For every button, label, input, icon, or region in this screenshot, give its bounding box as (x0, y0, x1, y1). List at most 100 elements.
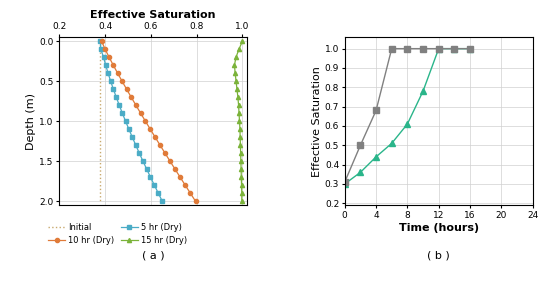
Initial (97, 159, 104, 163)
2 meter (342, 180, 348, 184)
Y-axis label: Depth (m): Depth (m) (26, 93, 37, 150)
Initial (97, 184, 104, 187)
Initial (97, 151, 104, 155)
15 hr (Dry) (238, 159, 244, 163)
15 hr (Dry) (238, 192, 245, 195)
5 hr (Dry) (126, 127, 132, 131)
5 hr (Dry) (108, 80, 114, 83)
Initial (97, 55, 104, 59)
5 hr (Dry) (110, 87, 117, 91)
2 meter (388, 47, 395, 50)
Initial (97, 95, 104, 99)
10 hr (Dry) (152, 135, 158, 139)
10 hr (Dry) (147, 127, 153, 131)
Initial (97, 80, 104, 83)
15 hr (Dry) (233, 80, 239, 83)
15 hr (Dry) (236, 47, 242, 51)
15 hr (Dry) (238, 200, 245, 203)
1 meter (467, 47, 473, 50)
5 hr (Dry) (155, 192, 161, 195)
2 meter (435, 47, 442, 50)
Text: ( a ): ( a ) (142, 251, 165, 261)
2 meter (404, 47, 410, 50)
Y-axis label: Effective Saturation: Effective Saturation (312, 66, 322, 177)
15 hr (Dry) (231, 63, 238, 67)
Initial (97, 39, 104, 43)
10 hr (Dry) (133, 103, 139, 107)
Initial (97, 111, 104, 115)
10 hr (Dry) (172, 168, 178, 171)
Initial (97, 192, 104, 195)
5 hr (Dry) (97, 39, 104, 43)
15 hr (Dry) (236, 111, 242, 115)
15 hr (Dry) (237, 143, 244, 147)
5 hr (Dry) (147, 176, 154, 179)
Line: 2 meter: 2 meter (342, 46, 473, 185)
5 hr (Dry) (136, 151, 143, 155)
5 hr (Dry) (100, 55, 107, 59)
10 hr (Dry) (167, 159, 173, 163)
15 hr (Dry) (233, 55, 239, 59)
Initial (97, 47, 104, 51)
5 hr (Dry) (113, 95, 119, 99)
Text: ( b ): ( b ) (427, 251, 450, 261)
10 hr (Dry) (115, 71, 121, 75)
Initial (97, 168, 104, 171)
15 hr (Dry) (239, 39, 246, 43)
15 hr (Dry) (238, 184, 245, 187)
15 hr (Dry) (238, 176, 245, 179)
10 hr (Dry) (137, 111, 144, 115)
1 meter (388, 142, 395, 145)
5 hr (Dry) (97, 47, 104, 51)
10 hr (Dry) (192, 200, 199, 203)
5 hr (Dry) (122, 119, 129, 123)
5 hr (Dry) (105, 71, 111, 75)
2 meter (420, 47, 426, 50)
Initial (97, 63, 104, 67)
15 hr (Dry) (237, 151, 244, 155)
Initial (97, 127, 104, 131)
15 hr (Dry) (237, 127, 243, 131)
10 hr (Dry) (177, 176, 183, 179)
1 meter (357, 171, 364, 174)
15 hr (Dry) (235, 103, 242, 107)
Initial (97, 71, 104, 75)
5 hr (Dry) (116, 103, 123, 107)
5 hr (Dry) (151, 184, 158, 187)
10 hr (Dry) (123, 87, 130, 91)
15 hr (Dry) (232, 71, 238, 75)
10 hr (Dry) (162, 151, 168, 155)
Initial (97, 103, 104, 107)
10 hr (Dry) (142, 119, 148, 123)
Initial (97, 87, 104, 91)
10 hr (Dry) (157, 143, 163, 147)
5 hr (Dry) (102, 63, 109, 67)
5 hr (Dry) (144, 168, 150, 171)
1 meter (373, 155, 379, 158)
2 meter (467, 47, 473, 50)
2 meter (373, 109, 379, 112)
10 hr (Dry) (102, 47, 108, 51)
5 hr (Dry) (119, 111, 125, 115)
Legend: Initial, 10 hr (Dry), 5 hr (Dry), 15 hr (Dry): Initial, 10 hr (Dry), 5 hr (Dry), 15 hr … (48, 223, 187, 245)
Line: 1 meter: 1 meter (342, 46, 473, 187)
Line: 5 hr (Dry): 5 hr (Dry) (98, 39, 165, 203)
5 hr (Dry) (129, 135, 136, 139)
10 hr (Dry) (110, 63, 116, 67)
1 meter (342, 182, 348, 186)
Initial (97, 200, 104, 203)
5 hr (Dry) (132, 143, 139, 147)
1 meter (435, 47, 442, 50)
Initial (97, 176, 104, 179)
10 hr (Dry) (187, 192, 194, 195)
15 hr (Dry) (238, 168, 244, 171)
X-axis label: Effective Saturation: Effective Saturation (90, 10, 216, 20)
10 hr (Dry) (119, 80, 125, 83)
2 meter (357, 144, 364, 147)
15 hr (Dry) (233, 87, 240, 91)
Initial (97, 143, 104, 147)
15 hr (Dry) (236, 119, 243, 123)
15 hr (Dry) (235, 95, 241, 99)
10 hr (Dry) (98, 39, 105, 43)
1 meter (451, 47, 457, 50)
